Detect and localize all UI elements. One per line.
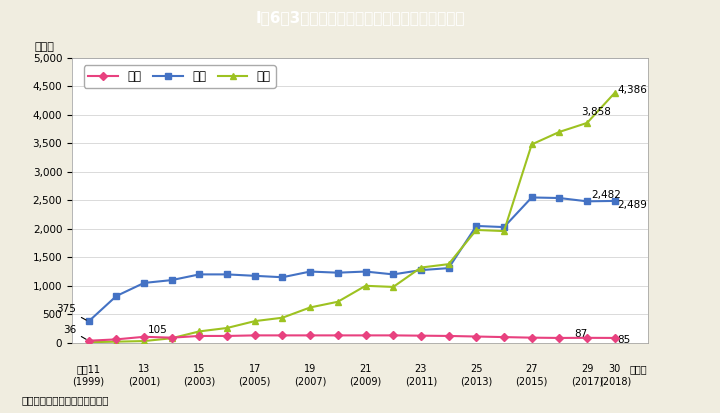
Text: 29: 29 bbox=[581, 364, 593, 374]
殺人 bbox=[582, 335, 591, 340]
殺人 bbox=[389, 333, 397, 338]
殺人 bbox=[140, 335, 148, 339]
Text: (2003): (2003) bbox=[184, 377, 215, 387]
Text: 2,482: 2,482 bbox=[591, 190, 621, 199]
暴行 bbox=[140, 339, 148, 344]
傍害 bbox=[84, 319, 93, 324]
殺人 bbox=[112, 337, 121, 342]
Text: (2011): (2011) bbox=[405, 377, 437, 387]
Text: (2009): (2009) bbox=[349, 377, 382, 387]
Text: (2015): (2015) bbox=[516, 377, 548, 387]
傍害 bbox=[555, 195, 564, 200]
殺人 bbox=[278, 333, 287, 338]
傍害 bbox=[222, 272, 231, 277]
殺人 bbox=[222, 333, 231, 338]
Text: 27: 27 bbox=[526, 364, 538, 374]
Text: (2007): (2007) bbox=[294, 377, 326, 387]
暴行 bbox=[582, 121, 591, 126]
殺人 bbox=[306, 333, 315, 338]
殺人 bbox=[195, 333, 204, 338]
傍害 bbox=[417, 268, 426, 273]
暴行 bbox=[389, 285, 397, 290]
Text: 15: 15 bbox=[193, 364, 206, 374]
暴行 bbox=[417, 265, 426, 270]
傍害 bbox=[500, 225, 508, 230]
暴行 bbox=[84, 340, 93, 345]
殺人 bbox=[361, 333, 370, 338]
Text: 21: 21 bbox=[359, 364, 372, 374]
Text: (2013): (2013) bbox=[460, 377, 492, 387]
暴行 bbox=[611, 90, 619, 95]
Text: （備考）警察庁資料より作成。: （備考）警察庁資料より作成。 bbox=[22, 395, 109, 405]
Text: 4,386: 4,386 bbox=[618, 85, 647, 95]
暴行 bbox=[555, 129, 564, 134]
Text: 19: 19 bbox=[304, 364, 316, 374]
Text: 25: 25 bbox=[470, 364, 482, 374]
傍害 bbox=[361, 269, 370, 274]
暴行 bbox=[472, 228, 481, 233]
暴行 bbox=[361, 283, 370, 288]
暴行 bbox=[444, 262, 453, 267]
Text: （件）: （件） bbox=[35, 42, 55, 52]
殺人 bbox=[527, 335, 536, 340]
暴行 bbox=[306, 305, 315, 310]
暴行 bbox=[222, 325, 231, 330]
殺人 bbox=[333, 333, 342, 338]
暴行 bbox=[195, 329, 204, 334]
Legend: 殺人, 傍害, 暴行: 殺人, 傍害, 暴行 bbox=[84, 65, 276, 88]
傍害 bbox=[278, 275, 287, 280]
傍害 bbox=[444, 266, 453, 271]
Text: (2001): (2001) bbox=[128, 377, 160, 387]
殺人 bbox=[417, 333, 426, 338]
傍害 bbox=[195, 272, 204, 277]
Line: 殺人: 殺人 bbox=[86, 332, 618, 344]
Text: 2,489: 2,489 bbox=[618, 200, 647, 210]
傍害 bbox=[611, 199, 619, 204]
Text: （年）: （年） bbox=[630, 364, 647, 374]
Text: 17: 17 bbox=[248, 364, 261, 374]
Text: 30: 30 bbox=[608, 364, 621, 374]
暴行 bbox=[167, 336, 176, 341]
Text: (2005): (2005) bbox=[238, 377, 271, 387]
傍害 bbox=[333, 270, 342, 275]
傍害 bbox=[582, 199, 591, 204]
傍害 bbox=[251, 273, 259, 278]
暴行 bbox=[500, 229, 508, 234]
Text: 85: 85 bbox=[618, 335, 631, 345]
Text: 87: 87 bbox=[575, 329, 588, 339]
傍害 bbox=[112, 294, 121, 299]
Line: 傍害: 傍害 bbox=[86, 195, 618, 325]
殺人 bbox=[444, 333, 453, 338]
Text: 13: 13 bbox=[138, 364, 150, 374]
傍害 bbox=[140, 280, 148, 285]
Text: (2017): (2017) bbox=[571, 377, 603, 387]
Text: 平成11: 平成11 bbox=[76, 364, 101, 374]
Text: I－6－3図　夫から妻への犯罪の検挙件数の推移: I－6－3図 夫から妻への犯罪の検挙件数の推移 bbox=[256, 10, 464, 25]
殺人 bbox=[84, 338, 93, 343]
殺人 bbox=[251, 333, 259, 338]
傍害 bbox=[472, 223, 481, 228]
Text: 36: 36 bbox=[63, 325, 86, 339]
傍害 bbox=[527, 195, 536, 200]
殺人 bbox=[611, 335, 619, 340]
Text: 23: 23 bbox=[415, 364, 427, 374]
Text: 375: 375 bbox=[56, 304, 86, 320]
Line: 暴行: 暴行 bbox=[85, 89, 618, 346]
傍害 bbox=[389, 272, 397, 277]
Text: 3,858: 3,858 bbox=[582, 107, 611, 117]
暴行 bbox=[333, 299, 342, 304]
暴行 bbox=[527, 142, 536, 147]
暴行 bbox=[251, 319, 259, 324]
殺人 bbox=[500, 335, 508, 339]
殺人 bbox=[167, 335, 176, 340]
Text: 105: 105 bbox=[148, 325, 168, 335]
暴行 bbox=[278, 315, 287, 320]
暴行 bbox=[112, 339, 121, 344]
殺人 bbox=[555, 335, 564, 340]
殺人 bbox=[472, 334, 481, 339]
Text: (2018): (2018) bbox=[598, 377, 631, 387]
傍害 bbox=[167, 278, 176, 282]
傍害 bbox=[306, 269, 315, 274]
Text: (1999): (1999) bbox=[73, 377, 104, 387]
